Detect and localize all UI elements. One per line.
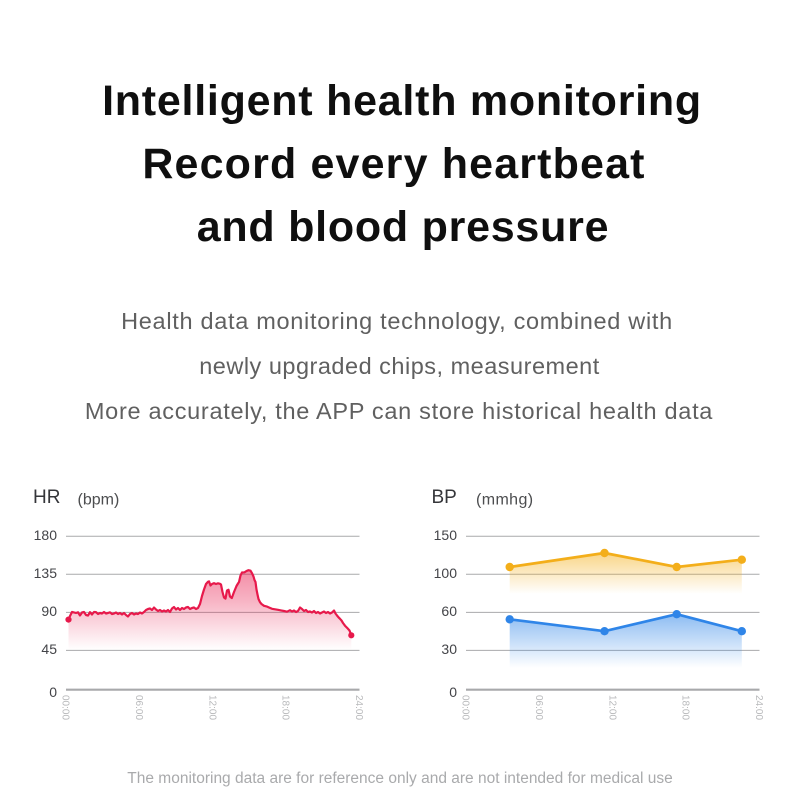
svg-text:90: 90 (41, 603, 57, 619)
svg-text:12:00: 12:00 (606, 695, 617, 720)
svg-text:18:00: 18:00 (680, 695, 691, 720)
svg-text:100: 100 (434, 565, 458, 581)
svg-text:24:00: 24:00 (353, 695, 364, 720)
svg-text:(mmhg): (mmhg) (476, 492, 534, 509)
svg-text:12:00: 12:00 (206, 695, 217, 720)
svg-text:(bpm): (bpm) (78, 492, 120, 509)
svg-text:60: 60 (441, 603, 457, 619)
svg-text:45: 45 (41, 641, 57, 657)
svg-text:180: 180 (34, 527, 58, 543)
svg-text:00:00: 00:00 (60, 695, 71, 720)
svg-text:18:00: 18:00 (280, 695, 291, 720)
svg-text:06:00: 06:00 (133, 695, 144, 720)
svg-text:0: 0 (449, 684, 457, 700)
svg-text:HR: HR (33, 487, 60, 508)
svg-text:24:00: 24:00 (753, 695, 764, 720)
svg-text:BP: BP (432, 487, 457, 508)
svg-text:00:00: 00:00 (460, 695, 471, 720)
svg-text:30: 30 (441, 641, 457, 657)
svg-text:150: 150 (434, 527, 458, 543)
svg-text:06:00: 06:00 (533, 695, 544, 720)
svg-text:0: 0 (49, 684, 57, 700)
svg-text:135: 135 (34, 565, 58, 581)
